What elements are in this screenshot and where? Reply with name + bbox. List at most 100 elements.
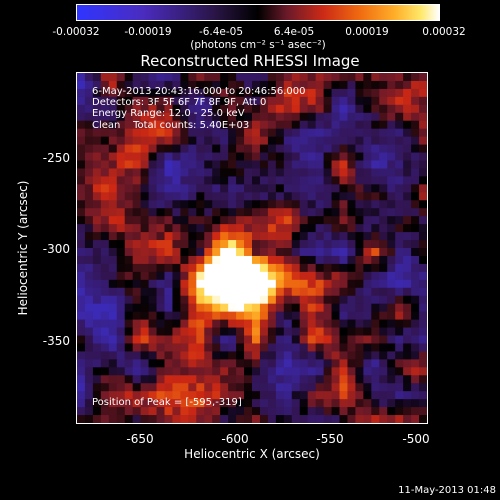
heatmap-cell xyxy=(220,399,229,408)
heatmap-cell xyxy=(156,271,165,281)
heatmap-cell xyxy=(148,327,158,336)
heatmap-cell xyxy=(411,335,420,344)
heatmap-cell xyxy=(116,232,126,241)
heatmap-cell xyxy=(116,73,126,82)
heatmap-cell xyxy=(148,399,158,408)
heatmap-cell xyxy=(196,184,205,193)
heatmap-cell xyxy=(228,327,237,336)
heatmap-cell xyxy=(172,335,181,344)
heatmap-cell xyxy=(236,359,245,368)
heatmap-cell xyxy=(77,176,86,185)
heatmap-cell xyxy=(259,104,269,114)
heatmap-cell xyxy=(100,88,110,98)
heatmap-cell xyxy=(387,255,396,265)
heatmap-cell xyxy=(371,200,380,209)
heatmap-cell xyxy=(363,303,372,313)
heatmap-cell xyxy=(339,271,348,281)
heatmap-cell xyxy=(164,136,173,146)
heatmap-cell xyxy=(196,73,205,82)
heatmap-cell xyxy=(331,287,340,297)
heatmap-cell xyxy=(108,96,118,106)
heatmap-cell xyxy=(84,104,94,114)
colorbar-tick: 0.00019 xyxy=(345,26,389,38)
heatmap-cell xyxy=(140,200,150,209)
heatmap-cell xyxy=(379,192,388,201)
heatmap-cell xyxy=(379,399,388,408)
heatmap-cell xyxy=(411,415,420,423)
heatmap-cell xyxy=(156,383,165,392)
heatmap-cell xyxy=(379,104,388,114)
heatmap-cell xyxy=(331,279,340,289)
heatmap-cell xyxy=(355,216,364,225)
heatmap-cell xyxy=(307,80,317,90)
heatmap-cell xyxy=(220,73,229,82)
heatmap-cell xyxy=(347,200,356,209)
heatmap-cell xyxy=(347,224,356,233)
heatmap-cell xyxy=(116,391,126,400)
heatmap-cell xyxy=(283,160,293,169)
heatmap-cell xyxy=(236,279,245,289)
heatmap-cell xyxy=(77,327,86,336)
heatmap-cell xyxy=(148,359,158,368)
heatmap-cell xyxy=(108,327,118,336)
heatmap-cell xyxy=(188,407,197,416)
heatmap-cell xyxy=(347,303,356,313)
heatmap-cell xyxy=(77,88,86,98)
heatmap-cell xyxy=(100,216,110,225)
heatmap-cell xyxy=(339,383,348,392)
heatmap-cell xyxy=(204,88,213,98)
heatmap-cell xyxy=(116,168,126,177)
heatmap-cell xyxy=(220,144,229,154)
heatmap-cell xyxy=(387,367,396,376)
heatmap-cell xyxy=(395,73,404,82)
heatmap-cell xyxy=(180,255,189,265)
heatmap-cell xyxy=(164,343,173,352)
heatmap-cell xyxy=(299,136,309,146)
heatmap-cell xyxy=(347,104,356,114)
heatmap-cell xyxy=(267,343,277,352)
heatmap-cell xyxy=(363,359,372,368)
heatmap-cell xyxy=(77,335,86,344)
heatmap-cell xyxy=(140,359,150,368)
heatmap-cell xyxy=(236,343,245,352)
heatmap-cell xyxy=(196,160,205,169)
heatmap-cell xyxy=(275,311,285,321)
heatmap-cell xyxy=(220,176,229,185)
heatmap-cell xyxy=(220,216,229,225)
heatmap-cell xyxy=(395,240,404,249)
heatmap-cell xyxy=(108,216,118,225)
heatmap-cell xyxy=(307,160,317,169)
heatmap-cell xyxy=(355,104,364,114)
heatmap-cell xyxy=(419,168,427,177)
heatmap-cell xyxy=(220,136,229,146)
heatmap-cell xyxy=(196,295,205,305)
heatmap-cell xyxy=(411,343,420,352)
heatmap-cell xyxy=(228,168,237,177)
heatmap-cell xyxy=(419,255,427,265)
heatmap-cell xyxy=(363,176,372,185)
heatmap-cell xyxy=(212,399,221,408)
heatmap-cell xyxy=(148,192,158,201)
heatmap-cell xyxy=(259,279,269,289)
heatmap-cell xyxy=(315,279,325,289)
heatmap-cell xyxy=(124,80,134,90)
heatmap-cell xyxy=(188,128,197,138)
heatmap-cell xyxy=(347,144,356,154)
heatmap-cell xyxy=(212,136,221,146)
heatmap-cell xyxy=(228,216,237,225)
heatmap-cell xyxy=(244,120,253,130)
heatmap-cell xyxy=(267,375,277,384)
x-tick-label: -500 xyxy=(402,432,430,446)
heatmap-cell xyxy=(283,200,293,209)
heatmap-cell xyxy=(124,232,134,241)
heatmap-cell xyxy=(275,168,285,177)
heatmap-cell xyxy=(371,255,380,265)
heatmap-cell xyxy=(355,73,364,82)
heatmap-cell xyxy=(164,152,173,161)
heatmap-cell xyxy=(395,80,404,90)
heatmap-cell xyxy=(212,152,221,161)
heatmap-cell xyxy=(267,144,277,154)
heatmap-cell xyxy=(196,96,205,106)
heatmap-cell xyxy=(140,367,150,376)
heatmap-cell xyxy=(164,287,173,297)
